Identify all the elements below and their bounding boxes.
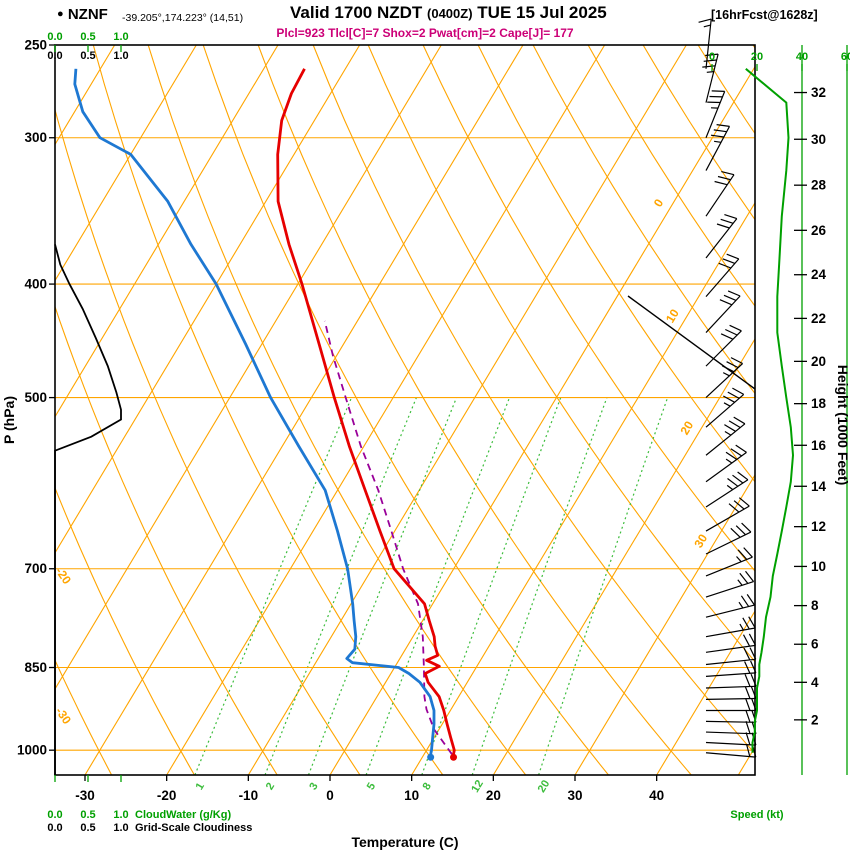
svg-text:3: 3: [307, 781, 320, 792]
svg-text:0.0: 0.0: [47, 822, 62, 834]
svg-text:0: 0: [709, 51, 715, 63]
speed-grid: [801, 45, 848, 775]
svg-text:0.5: 0.5: [80, 809, 95, 821]
svg-text:20: 20: [751, 51, 763, 63]
svg-text:0: 0: [326, 788, 334, 803]
svg-text:10: 10: [663, 306, 682, 325]
svg-text:-20: -20: [157, 788, 177, 803]
svg-text:40: 40: [649, 788, 664, 803]
svg-text:0.0: 0.0: [47, 31, 62, 43]
dewpoint-curve: [73, 68, 436, 761]
station-name: NZNF: [67, 6, 108, 23]
reference-line: [627, 295, 756, 390]
svg-text:1000: 1000: [17, 743, 47, 758]
parcel-curve: [323, 320, 453, 755]
svg-text:28: 28: [811, 178, 827, 193]
svg-text:700: 700: [24, 561, 47, 576]
svg-text:300: 300: [24, 130, 47, 145]
svg-text:1.0: 1.0: [113, 31, 128, 43]
svg-text:8: 8: [811, 598, 819, 613]
svg-text:24: 24: [811, 267, 827, 282]
svg-text:22: 22: [811, 311, 826, 326]
svg-text:20: 20: [486, 788, 501, 803]
station-label: ● NZNF: [57, 6, 108, 23]
svg-text:400: 400: [24, 277, 47, 292]
svg-text:0.5: 0.5: [80, 822, 95, 834]
svg-text:Grid-Scale Cloudiness: Grid-Scale Cloudiness: [135, 822, 252, 834]
svg-text:10: 10: [404, 788, 419, 803]
svg-text:16: 16: [811, 438, 827, 453]
svg-text:Height (1000 Feet): Height (1000 Feet): [835, 365, 850, 486]
svg-text:32: 32: [811, 85, 826, 100]
stability-indices: Plcl=923 Tlcl[C]=7 Shox=2 Pwat[cm]=2 Cap…: [276, 26, 574, 40]
svg-text:500: 500: [24, 390, 47, 405]
valid-time: Valid 1700 NZDT (0400Z) TUE 15 Jul 2025: [290, 3, 607, 23]
svg-text:-10: -10: [239, 788, 259, 803]
grid-dry-adiabats: [55, 45, 755, 775]
grid-mixing-ratio-lines: [194, 397, 669, 775]
svg-text:12: 12: [811, 519, 826, 534]
plot-border: [54, 44, 756, 776]
temperature-curve: [276, 68, 458, 761]
svg-text:12: 12: [469, 778, 486, 795]
svg-text:30: 30: [691, 531, 710, 550]
station-coords: -39.205°,174.223° (14,51): [122, 12, 244, 24]
svg-text:2: 2: [264, 781, 277, 792]
svg-text:2: 2: [811, 712, 819, 727]
svg-text:P (hPa): P (hPa): [1, 396, 17, 444]
valid-date: TUE 15 Jul 2025: [477, 3, 607, 22]
svg-text:0.0: 0.0: [47, 809, 62, 821]
svg-text:1.0: 1.0: [113, 809, 128, 821]
svg-text:850: 850: [24, 660, 47, 675]
svg-text:0.5: 0.5: [80, 50, 95, 62]
wind-speed-curve: [745, 68, 795, 753]
svg-text:1: 1: [194, 781, 207, 792]
svg-text:6: 6: [811, 637, 819, 652]
grid-isotherms: [55, 45, 755, 775]
svg-text:0.5: 0.5: [80, 31, 95, 43]
svg-text:8: 8: [421, 781, 434, 792]
svg-text:20: 20: [677, 418, 696, 437]
cloudiness-curve: [54, 244, 122, 775]
svg-text:1.0: 1.0: [113, 50, 128, 62]
wind-barbs: [698, 18, 757, 758]
svg-text:18: 18: [811, 396, 827, 411]
svg-text:20: 20: [536, 778, 553, 795]
svg-text:14: 14: [811, 479, 827, 494]
svg-text:0.0: 0.0: [47, 50, 62, 62]
forecast-tag: [16hrFcst@1628z]: [711, 8, 818, 22]
svg-text:CloudWater (g/Kg): CloudWater (g/Kg): [135, 809, 231, 821]
svg-text:5: 5: [365, 781, 378, 792]
station-bullet: ●: [57, 8, 64, 20]
svg-text:40: 40: [796, 51, 808, 63]
svg-text:30: 30: [567, 788, 582, 803]
svg-text:26: 26: [811, 223, 827, 238]
valid-time-utc: (0400Z): [427, 6, 473, 21]
valid-time-local: Valid 1700 NZDT: [290, 3, 423, 22]
svg-text:60: 60: [841, 51, 850, 63]
svg-text:1.0: 1.0: [113, 822, 128, 834]
svg-text:4: 4: [811, 675, 819, 690]
svg-text:250: 250: [24, 38, 47, 53]
svg-text:20: 20: [811, 354, 826, 369]
svg-text:-30: -30: [75, 788, 95, 803]
svg-text:10: 10: [811, 559, 826, 574]
svg-text:30: 30: [811, 132, 826, 147]
svg-text:0: 0: [651, 196, 667, 209]
svg-text:Speed (kt): Speed (kt): [730, 809, 784, 821]
grid-isobars: [55, 137, 755, 751]
svg-text:Temperature (C): Temperature (C): [351, 834, 458, 850]
